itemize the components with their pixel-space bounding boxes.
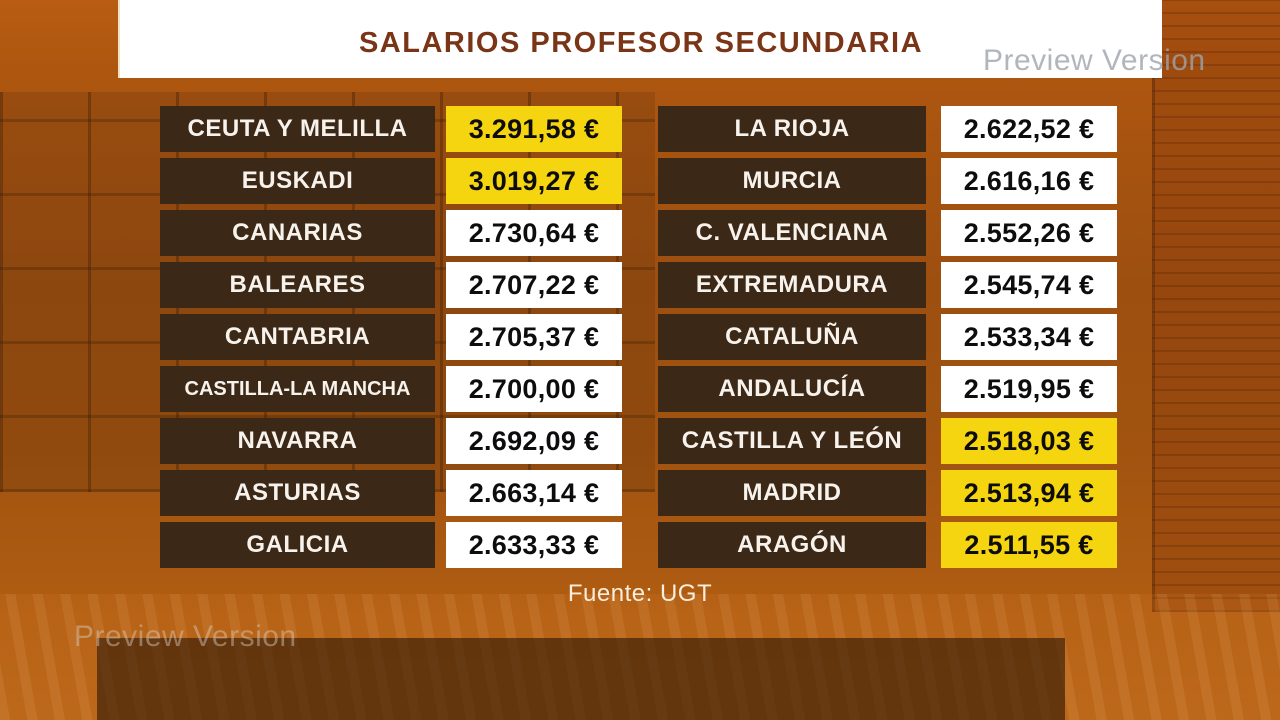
table-row: MADRID 2.513,94 € [658,470,1117,516]
region-label: CANARIAS [160,210,435,256]
region-label: MADRID [658,470,926,516]
region-label: EUSKADI [160,158,435,204]
region-label: GALICIA [160,522,435,568]
salary-value: 2.518,03 € [941,418,1117,464]
salary-value: 2.705,37 € [446,314,622,360]
salary-table-left-column: CEUTA Y MELILLA 3.291,58 € EUSKADI 3.019… [160,106,622,568]
salary-value: 2.622,52 € [941,106,1117,152]
region-label: ASTURIAS [160,470,435,516]
salary-value: 2.533,34 € [941,314,1117,360]
region-label: LA RIOJA [658,106,926,152]
salary-value: 2.513,94 € [941,470,1117,516]
salary-value: 2.519,95 € [941,366,1117,412]
preview-watermark-bottom: Preview Version [74,620,297,653]
salary-value: 2.707,22 € [446,262,622,308]
table-row: GALICIA 2.633,33 € [160,522,622,568]
salary-value: 3.291,58 € [446,106,622,152]
region-label: CATALUÑA [658,314,926,360]
page-title: SALARIOS PROFESOR SECUNDARIA [358,26,924,59]
region-label: ARAGÓN [658,522,926,568]
region-label: BALEARES [160,262,435,308]
table-row: MURCIA 2.616,16 € [658,158,1117,204]
salary-table-right-column: LA RIOJA 2.622,52 € MURCIA 2.616,16 € C.… [658,106,1117,568]
table-row: BALEARES 2.707,22 € [160,262,622,308]
salary-value: 2.616,16 € [941,158,1117,204]
region-label: CASTILLA-LA MANCHA [160,366,435,412]
table-row: NAVARRA 2.692,09 € [160,418,622,464]
salary-value: 2.730,64 € [446,210,622,256]
title-bar: SALARIOS PROFESOR SECUNDARIA [118,0,1162,78]
table-row: ASTURIAS 2.663,14 € [160,470,622,516]
table-row: CASTILLA Y LEÓN 2.518,03 € [658,418,1117,464]
region-label: EXTREMADURA [658,262,926,308]
preview-watermark-top: Preview Version [983,44,1206,77]
background-brick-wall [1152,0,1280,612]
region-label: MURCIA [658,158,926,204]
salary-value: 2.700,00 € [446,366,622,412]
table-row: CATALUÑA 2.533,34 € [658,314,1117,360]
region-label: CANTABRIA [160,314,435,360]
table-row: LA RIOJA 2.622,52 € [658,106,1117,152]
region-label: C. VALENCIANA [658,210,926,256]
region-label: CASTILLA Y LEÓN [658,418,926,464]
salary-value: 2.633,33 € [446,522,622,568]
region-label: CEUTA Y MELILLA [160,106,435,152]
region-label: NAVARRA [160,418,435,464]
table-row: CANTABRIA 2.705,37 € [160,314,622,360]
salary-value: 2.545,74 € [941,262,1117,308]
salary-value: 2.663,14 € [446,470,622,516]
salary-value: 3.019,27 € [446,158,622,204]
source-caption: Fuente: UGT [567,580,713,607]
salary-value: 2.511,55 € [941,522,1117,568]
table-row: CASTILLA-LA MANCHA 2.700,00 € [160,366,622,412]
table-row: ARAGÓN 2.511,55 € [658,522,1117,568]
table-row: EUSKADI 3.019,27 € [160,158,622,204]
region-label: ANDALUCÍA [658,366,926,412]
background-dark-strip [97,638,1065,720]
salary-value: 2.692,09 € [446,418,622,464]
table-row: CANARIAS 2.730,64 € [160,210,622,256]
table-row: C. VALENCIANA 2.552,26 € [658,210,1117,256]
table-row: EXTREMADURA 2.545,74 € [658,262,1117,308]
table-row: ANDALUCÍA 2.519,95 € [658,366,1117,412]
salary-value: 2.552,26 € [941,210,1117,256]
table-row: CEUTA Y MELILLA 3.291,58 € [160,106,622,152]
